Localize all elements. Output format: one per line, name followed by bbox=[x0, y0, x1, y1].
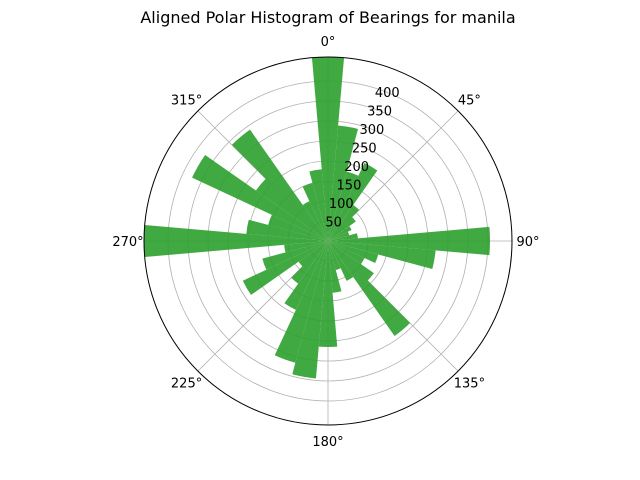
histogram-bar bbox=[328, 226, 352, 241]
angular-tick-label: 180° bbox=[312, 435, 343, 450]
histogram-bar bbox=[328, 204, 360, 241]
histogram-bar bbox=[262, 241, 328, 270]
radial-tick-label: 50 bbox=[325, 216, 342, 231]
histogram-bar bbox=[328, 216, 356, 241]
histogram-bar bbox=[143, 224, 328, 258]
angular-tick-label: 135° bbox=[454, 376, 485, 391]
histogram-bars bbox=[143, 56, 490, 379]
histogram-bar bbox=[328, 241, 379, 263]
angular-tick-label: 0° bbox=[321, 35, 336, 50]
angular-tick-label: 315° bbox=[171, 94, 202, 109]
histogram-bar bbox=[292, 241, 328, 379]
histogram-bar bbox=[328, 226, 490, 256]
radial-tick-label: 150 bbox=[337, 179, 362, 194]
histogram-bar bbox=[246, 219, 328, 241]
histogram-bar bbox=[274, 241, 328, 363]
angular-tick-label: 270° bbox=[112, 235, 143, 250]
histogram-bar bbox=[242, 241, 328, 295]
histogram-bar bbox=[328, 241, 342, 293]
histogram-bar bbox=[328, 125, 359, 241]
histogram-bar bbox=[302, 201, 328, 241]
angular-tick-labels: 0° 45° 90° 135° 180° 225° 270° 315° bbox=[112, 35, 539, 450]
histogram-bar bbox=[255, 178, 328, 241]
histogram-bar bbox=[328, 241, 354, 281]
histogram-bar bbox=[291, 241, 328, 284]
histogram-bar bbox=[311, 56, 345, 241]
polar-frame bbox=[143, 56, 513, 426]
angular-tick-label: 225° bbox=[171, 376, 202, 391]
histogram-bar bbox=[328, 163, 378, 241]
histogram-bar bbox=[192, 154, 328, 241]
histogram-bar bbox=[328, 241, 341, 270]
histogram-bar bbox=[328, 241, 365, 264]
histogram-bar bbox=[302, 183, 328, 241]
histogram-bar bbox=[231, 129, 328, 241]
radial-tick-label: 350 bbox=[367, 105, 392, 120]
histogram-bar bbox=[328, 233, 358, 241]
histogram-bar bbox=[328, 241, 436, 269]
histogram-bar bbox=[328, 171, 359, 241]
histogram-bar bbox=[318, 241, 338, 348]
histogram-bar bbox=[298, 241, 328, 267]
grid-spoke bbox=[327, 110, 459, 242]
histogram-bar bbox=[284, 241, 328, 310]
histogram-bar bbox=[309, 169, 328, 241]
histogram-bar bbox=[328, 241, 411, 337]
histogram-bar bbox=[328, 241, 374, 281]
angular-tick-label: 90° bbox=[516, 235, 539, 250]
histogram-bar bbox=[284, 241, 328, 253]
radial-tick-label: 200 bbox=[344, 160, 369, 175]
angular-tick-label: 45° bbox=[458, 94, 481, 109]
radial-tick-label: 400 bbox=[375, 86, 400, 101]
radial-tick-label: 300 bbox=[360, 123, 385, 138]
histogram-bar bbox=[328, 231, 350, 241]
radial-tick-labels: 50 100 150 200 250 300 350 400 bbox=[325, 86, 399, 230]
histogram-bar bbox=[268, 214, 328, 241]
chart-title: Aligned Polar Histogram of Bearings for … bbox=[140, 8, 515, 27]
radial-tick-label: 100 bbox=[329, 197, 354, 212]
radial-tick-label: 250 bbox=[352, 142, 377, 157]
